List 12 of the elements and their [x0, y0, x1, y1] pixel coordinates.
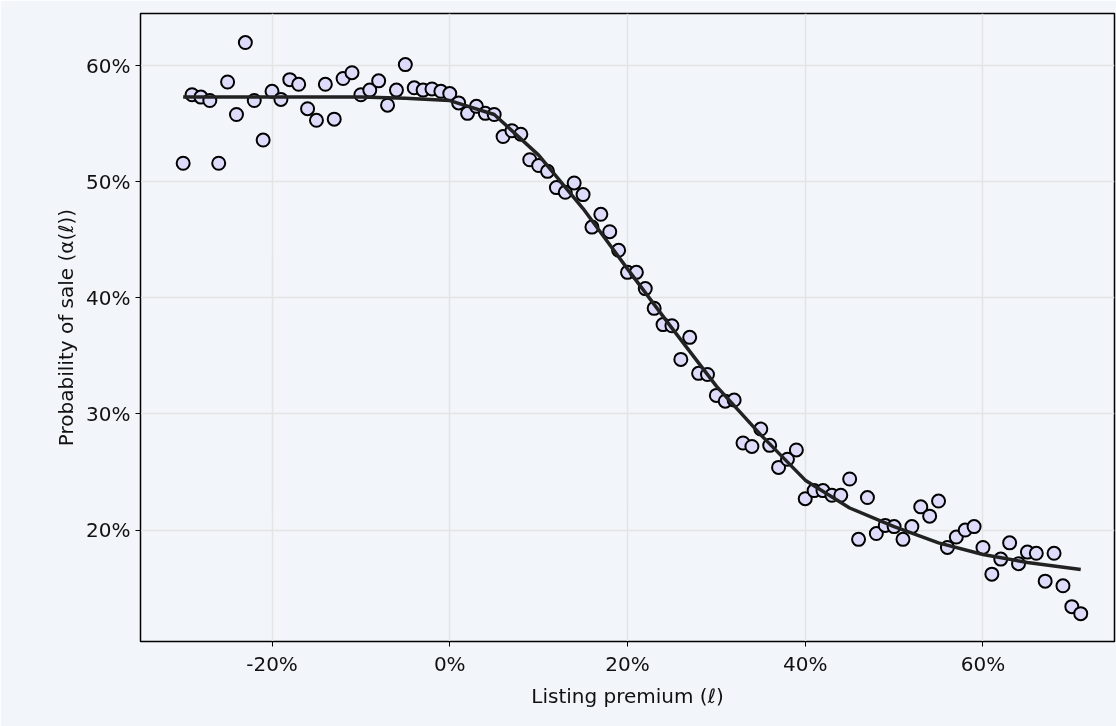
- y-tick-label: 30%: [86, 401, 131, 426]
- y-tick-label: 50%: [86, 169, 131, 194]
- x-tick-label: 20%: [605, 651, 650, 676]
- y-tick-label: 60%: [86, 53, 131, 78]
- x-tick-label: 0%: [433, 651, 466, 676]
- x-tick-label: 60%: [960, 651, 1006, 676]
- x-tick-label: 40%: [783, 651, 828, 676]
- y-axis-title: Probability of sale (α(ℓ)): [54, 208, 79, 447]
- x-axis-title: Listing premium (ℓ): [531, 683, 724, 708]
- x-tick-label: -20%: [246, 651, 298, 676]
- y-tick-label: 20%: [86, 518, 131, 543]
- y-tick-label: 40%: [86, 285, 131, 310]
